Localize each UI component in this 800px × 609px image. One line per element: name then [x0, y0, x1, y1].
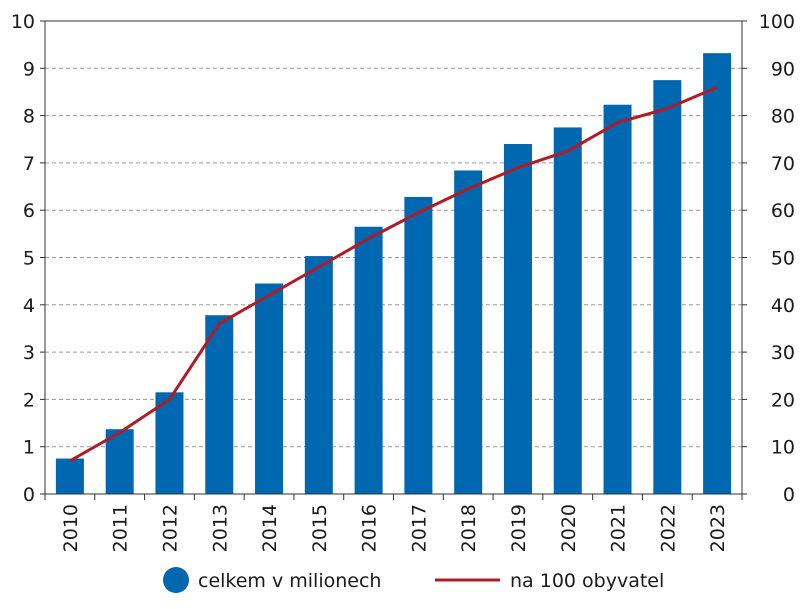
left-tick-label: 5 — [23, 248, 35, 270]
legend-bar-swatch — [163, 567, 189, 593]
x-tick-label: 2019 — [508, 504, 530, 552]
bar-series — [55, 53, 732, 495]
legend: celkem v milionech na 100 obyvatel — [163, 567, 664, 593]
right-tick-label: 80 — [771, 106, 795, 128]
legend-bar-label: celkem v milionech — [198, 570, 381, 592]
left-tick-label: 8 — [23, 106, 35, 128]
x-tick-label: 2021 — [608, 504, 630, 552]
axes — [40, 20, 747, 500]
right-tick-label: 0 — [783, 484, 795, 506]
right-tick-label: 100 — [759, 11, 795, 33]
bar — [503, 143, 532, 495]
left-tick-label: 7 — [23, 153, 35, 175]
x-tick-label: 2013 — [209, 504, 231, 552]
right-tick-label: 60 — [771, 200, 795, 222]
x-axis-ticks: 2010 2011 2012 2013 2014 2015 2016 2017 2018 2019… — [60, 504, 729, 552]
right-axis-ticks: 0 10 20 30 40 50 60 70 80 90 100 — [759, 11, 795, 506]
x-tick-label: 2020 — [558, 504, 580, 552]
left-tick-label: 10 — [11, 11, 35, 33]
bar — [703, 53, 732, 494]
x-tick-label: 2023 — [707, 504, 729, 552]
bar — [653, 80, 682, 494]
right-tick-label: 50 — [771, 248, 795, 270]
left-tick-label: 9 — [23, 58, 35, 80]
x-tick-label: 2014 — [259, 504, 281, 552]
bar — [105, 429, 134, 494]
bar — [603, 104, 632, 494]
left-axis-ticks: 0 1 2 3 4 5 6 7 8 9 10 — [11, 11, 35, 506]
line-series — [69, 85, 718, 463]
right-tick-label: 20 — [771, 389, 795, 411]
right-tick-label: 90 — [771, 58, 795, 80]
left-tick-label: 4 — [23, 295, 35, 317]
left-tick-label: 6 — [23, 200, 35, 222]
x-tick-label: 2022 — [657, 504, 679, 552]
left-tick-label: 3 — [23, 342, 35, 364]
bar — [454, 170, 483, 494]
left-tick-label: 0 — [23, 484, 35, 506]
right-tick-label: 10 — [771, 437, 795, 459]
left-tick-label: 1 — [23, 437, 35, 459]
x-tick-label: 2011 — [110, 504, 132, 552]
left-tick-label: 2 — [23, 389, 35, 411]
right-tick-label: 30 — [771, 342, 795, 364]
right-tick-label: 40 — [771, 295, 795, 317]
bar — [304, 256, 333, 494]
right-tick-label: 70 — [771, 153, 795, 175]
x-tick-label: 2016 — [359, 504, 381, 552]
x-tick-label: 2018 — [458, 504, 480, 552]
bar — [55, 458, 84, 494]
bar — [205, 315, 234, 494]
bar — [354, 226, 383, 494]
x-tick-label: 2010 — [60, 504, 82, 552]
x-tick-label: 2015 — [309, 504, 331, 552]
bar — [553, 127, 582, 495]
x-tick-label: 2012 — [159, 504, 181, 552]
x-tick-label: 2017 — [408, 504, 430, 552]
bar — [255, 283, 284, 494]
bar — [404, 196, 433, 494]
legend-line-label: na 100 obyvatel — [510, 570, 664, 592]
gridlines — [45, 67, 742, 448]
line-path — [69, 85, 718, 463]
bar — [155, 392, 184, 494]
